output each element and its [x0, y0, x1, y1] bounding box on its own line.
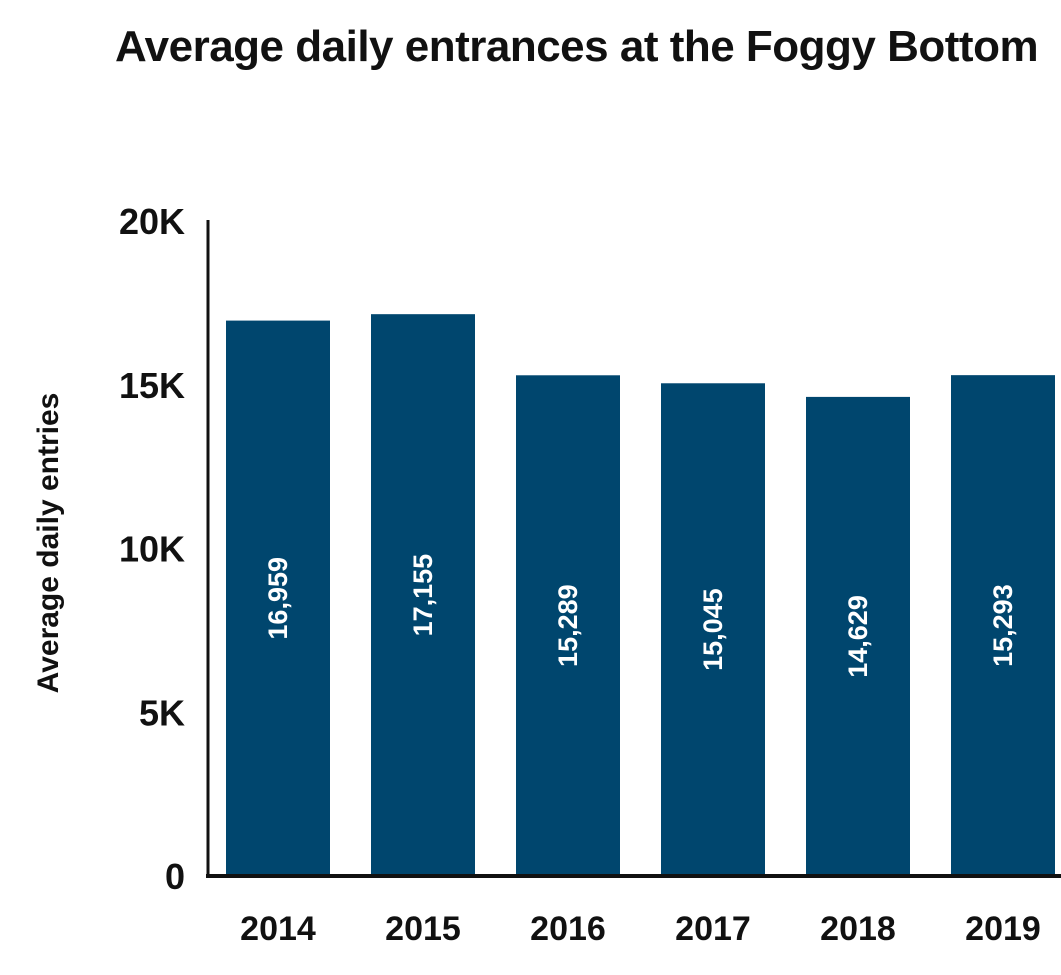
x-tick-label: 2018	[820, 910, 896, 948]
bar-2017	[661, 383, 765, 876]
bar-2019	[951, 375, 1055, 876]
x-tick-label: 2015	[385, 910, 461, 948]
bar-2015	[371, 314, 475, 877]
bar-2018	[806, 396, 910, 876]
y-tick-label: 0	[165, 856, 185, 897]
bar-2014	[226, 320, 330, 876]
y-tick-label: 5K	[139, 692, 185, 733]
bar-value-label: 17,155	[408, 554, 438, 637]
bar-value-label: 16,959	[263, 557, 293, 640]
x-tick-label: 2017	[675, 910, 751, 948]
x-tick-label: 2014	[240, 910, 316, 948]
value-labels: 16,959 17,155 15,289 15,045 14,629 15,293	[263, 554, 1018, 678]
bar-value-label: 15,293	[988, 584, 1018, 667]
bar-value-label: 15,045	[698, 588, 728, 671]
y-tick-label: 10K	[119, 529, 185, 570]
y-tick-label: 20K	[119, 201, 185, 242]
y-tick-label: 15K	[119, 365, 185, 406]
y-axis-title: Average daily entries	[32, 393, 65, 694]
x-axis-labels: 2014 2015 2016 2017 2018 2019	[240, 910, 1041, 948]
bars	[226, 314, 1055, 877]
y-axis-ticks: 0 5K 10K 15K 20K	[119, 201, 185, 897]
x-tick-label: 2019	[965, 910, 1041, 948]
x-tick-label: 2016	[530, 910, 606, 948]
bar-2016	[516, 375, 620, 876]
bar-value-label: 15,289	[553, 584, 583, 667]
chart-title: Average daily entrances at the Foggy Bot…	[115, 22, 1039, 71]
bar-value-label: 14,629	[843, 595, 873, 678]
